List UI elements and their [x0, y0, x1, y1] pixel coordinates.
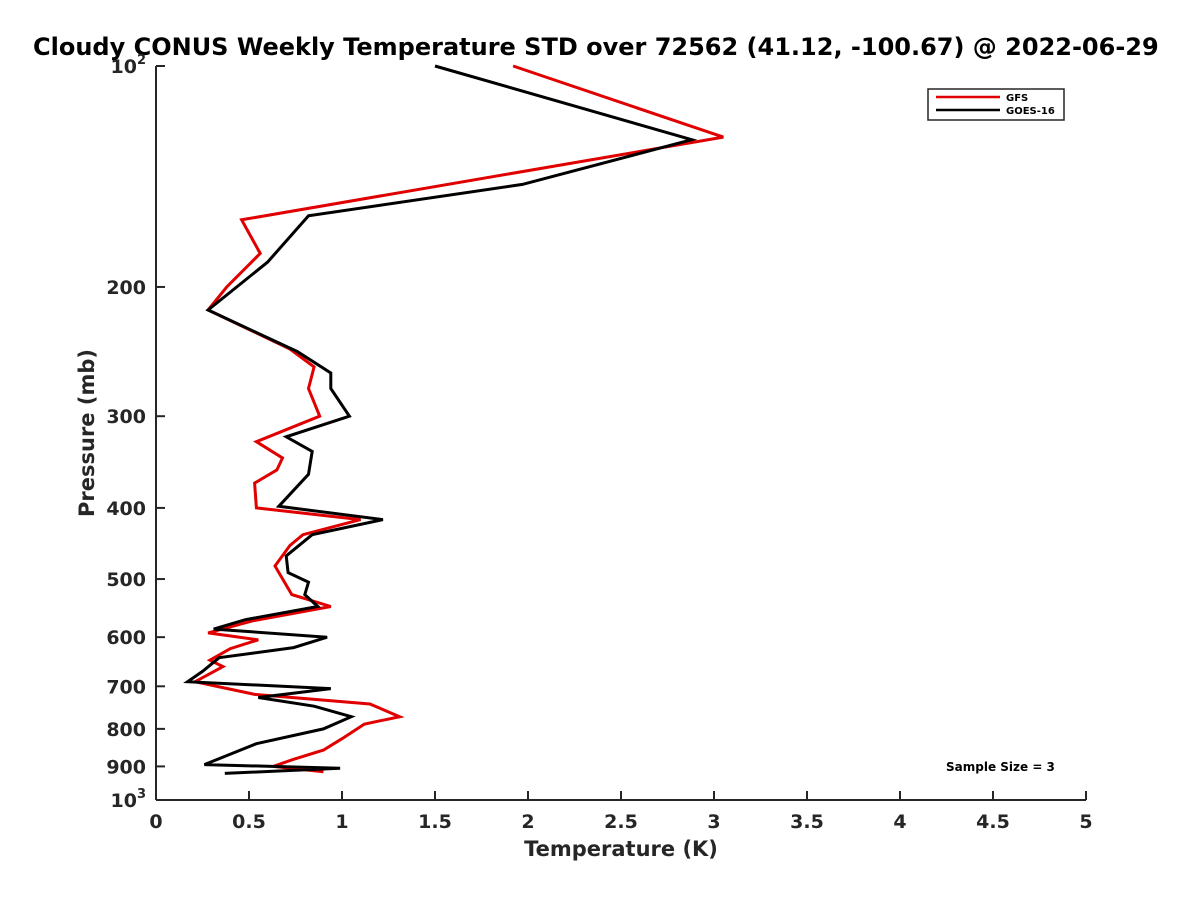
legend-label-gfs: GFS — [1006, 93, 1028, 104]
chart-title: Cloudy CONUS Weekly Temperature STD over… — [33, 33, 1159, 61]
legend: GFS GOES-16 — [927, 88, 1065, 121]
y-tick-label: 500 — [106, 569, 146, 591]
x-tick-label: 3 — [707, 811, 720, 833]
y-tick-label: 200 — [106, 277, 146, 299]
x-tick-label: 0 — [149, 811, 162, 833]
y-axis-label: Pressure (mb) — [75, 349, 99, 517]
y-tick-label: 400 — [106, 498, 146, 520]
x-ticks: 0 0.5 1 1.5 2 2.5 3 3.5 4 4.5 5 — [149, 791, 1093, 833]
x-tick-label: 0.5 — [232, 811, 266, 833]
x-tick-label: 4 — [893, 811, 906, 833]
legend-box — [927, 88, 1065, 121]
y-tick-label: 900 — [106, 756, 146, 778]
x-tick-label: 2 — [521, 811, 534, 833]
series-line-goes16 — [183, 64, 698, 775]
legend-label-goes16: GOES-16 — [1006, 106, 1055, 117]
y-ticks: 102 200 300 400 500 600 700 800 900 103 — [106, 53, 165, 812]
x-tick-label: 1 — [335, 811, 348, 833]
x-tick-label: 1.5 — [418, 811, 452, 833]
plot-lines — [183, 64, 724, 775]
x-tick-label: 2.5 — [604, 811, 638, 833]
y-tick-label: 700 — [106, 676, 146, 698]
x-tick-label: 5 — [1079, 811, 1092, 833]
series-line-gfs — [190, 64, 724, 774]
y-tick-label: 800 — [106, 719, 146, 741]
sample-size-annotation: Sample Size = 3 — [946, 760, 1055, 774]
x-tick-label: 3.5 — [790, 811, 824, 833]
y-tick-label: 102 — [111, 53, 147, 78]
x-axis-label: Temperature (K) — [524, 837, 718, 861]
y-tick-label: 300 — [106, 406, 146, 428]
x-tick-label: 4.5 — [976, 811, 1010, 833]
y-tick-label: 103 — [111, 787, 147, 812]
y-tick-label: 600 — [106, 627, 146, 649]
